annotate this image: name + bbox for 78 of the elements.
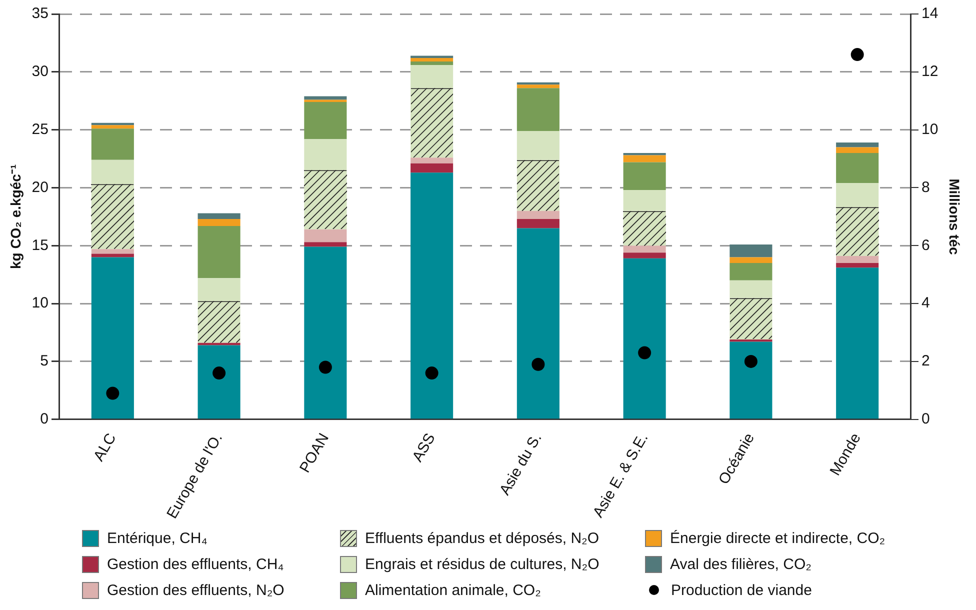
bar [304,242,347,247]
bar [623,162,666,190]
bar [836,147,879,153]
bar [410,158,454,164]
bar [304,229,347,242]
y-tick-label: 5 [40,352,48,370]
bar [91,257,134,419]
bar [730,257,772,264]
bar [730,342,772,419]
legend-label: Énergie directe et indirecte, CO₂ [670,530,886,546]
bar [198,345,240,419]
bar [304,96,347,100]
point [532,358,545,371]
y-tick-label: 10 [32,294,48,312]
point [106,386,120,400]
y2-tick-label: 8 [922,178,930,196]
bar [623,155,666,162]
y-tick-label: 15 [32,236,48,254]
bar [836,268,879,419]
bar [198,213,240,219]
y2-tick-label: 0 [922,410,930,428]
y2-tick-label: 10 [922,120,938,138]
bar [91,254,134,258]
legend-label: Production de viande [671,582,812,598]
point [425,366,438,380]
legend-label: Aval des filières, CO₂ [670,556,812,572]
y-tick-label: 35 [32,5,48,22]
bar [516,228,560,419]
y2-tick-label: 14 [922,5,938,22]
y2-tick-label: 12 [922,63,938,80]
bar [304,100,347,102]
bar [836,256,879,264]
bar [623,258,666,419]
y2-tick-label: 4 [922,294,930,312]
bar [91,125,134,129]
bar [516,84,560,88]
y-tick-label: 30 [32,63,48,80]
bar [516,219,560,228]
bar [730,263,772,280]
bar [304,246,347,419]
bar [730,244,772,258]
bar [836,152,879,184]
bar [410,172,454,419]
bar [623,246,666,253]
y-axis-title: kg CO₂ e.kgéc⁻¹ [7,164,24,269]
legend-label: Effluents épandus et déposés, N₂O [365,530,600,546]
y-tick-label: 0 [40,410,48,428]
bar [516,210,560,219]
legend-label: Engrais et résidus de cultures, N₂O [365,556,600,572]
bar [836,142,879,148]
bar [304,102,347,140]
y-tick-label: 25 [32,120,48,138]
point [212,366,226,380]
y2-tick-label: 2 [922,352,930,370]
bar [91,249,134,254]
y-tick-label: 20 [32,178,48,196]
point [850,48,864,62]
legend-label: Gestion des effluents, N₂O [107,582,284,598]
bar [410,163,454,173]
bar [623,252,666,258]
bar [730,339,772,342]
bar [198,226,240,278]
y2-tick-label: 6 [922,236,930,254]
y2-axis-title: Millions téc [946,178,963,256]
point [638,346,652,360]
legend-label: Entérique, CH₄ [107,530,208,546]
bar [410,61,454,65]
legend-label: Alimentation animale, CO₂ [365,582,541,598]
point [744,354,758,368]
bar [198,219,240,226]
bar [516,88,560,131]
bar [623,152,666,156]
bar [410,58,454,62]
bar [91,128,134,160]
legend-label: Gestion des effluents, CH₄ [107,556,284,572]
bar [410,56,454,58]
point [318,360,332,374]
bar [836,263,879,268]
